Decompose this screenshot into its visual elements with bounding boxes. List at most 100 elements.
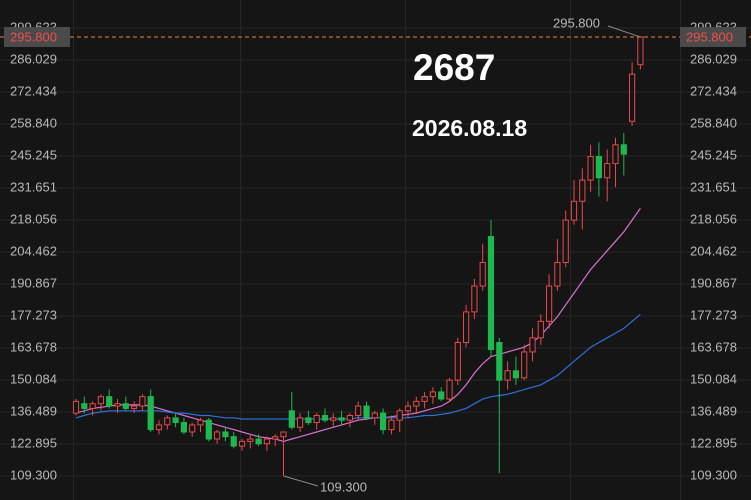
candle-body (380, 412, 387, 431)
candle-body (612, 144, 619, 165)
ma-line (75, 207, 641, 443)
candle-body (122, 403, 129, 409)
candle-body (131, 405, 138, 409)
current-price-label: 295.800 (10, 29, 57, 44)
y-tick-label-left: 204.462 (10, 243, 57, 258)
candle-body (562, 219, 569, 263)
candle-body (305, 417, 312, 424)
candle-body (355, 405, 362, 416)
y-tick-label-left: 122.895 (10, 435, 57, 450)
candle-body (595, 156, 602, 179)
y-tick-label-right: 218.056 (690, 211, 737, 226)
y-tick-label-right: 109.300 (690, 467, 737, 482)
candle-body (371, 412, 378, 419)
candle-body (521, 351, 528, 379)
candle-body (321, 414, 329, 421)
candle-body (512, 370, 519, 379)
y-tick-label-right: 286.029 (690, 51, 737, 66)
candles (72, 36, 644, 476)
y-tick-label-left: 109.300 (10, 467, 57, 482)
current-price-label: 295.800 (686, 29, 733, 44)
y-tick-label-right: 204.462 (690, 243, 737, 258)
candle-body (222, 431, 229, 438)
candle-body (255, 438, 262, 445)
candle-body (214, 431, 221, 440)
candle-body (313, 414, 320, 424)
y-tick-label-left: 286.029 (10, 51, 57, 66)
candle-body (280, 431, 287, 438)
candle-body (330, 417, 337, 421)
y-tick-label-left: 177.273 (10, 307, 57, 322)
candle-body (637, 36, 644, 66)
y-tick-label-left: 190.867 (10, 275, 57, 290)
candle-body (496, 342, 503, 381)
candle-body (72, 400, 80, 414)
candle-body (81, 403, 88, 409)
y-tick-label-left: 258.840 (10, 115, 57, 130)
y-tick-label-right: 150.084 (690, 371, 737, 386)
candle-body (479, 261, 486, 287)
vertical-grid (73, 0, 681, 500)
candle-body (454, 342, 461, 381)
candle-body (230, 436, 237, 447)
y-tick-label-left: 245.245 (10, 147, 57, 162)
candle-body (189, 424, 196, 433)
candle-body (438, 391, 445, 400)
candle-body (89, 403, 96, 409)
candle-body (363, 405, 370, 419)
candle-body (487, 236, 495, 351)
candle-body (288, 410, 295, 428)
y-tick-label-right: 258.840 (690, 115, 737, 130)
y-tick-label-right: 245.245 (690, 147, 737, 162)
max-label: 295.800 (553, 15, 600, 30)
candle-body (205, 419, 212, 440)
candle-body (338, 417, 345, 421)
candle-body (546, 285, 553, 322)
candle-body (529, 337, 536, 353)
candle-body (388, 419, 395, 431)
max-pointer (607, 25, 641, 38)
y-tick-label-left: 163.678 (10, 339, 57, 354)
candle-body (570, 200, 578, 221)
candle-body (463, 311, 470, 344)
candle-body (396, 410, 403, 421)
candle-body (197, 419, 204, 426)
candle-body (238, 440, 246, 447)
candle-body (446, 379, 453, 400)
candle-body (504, 370, 511, 381)
candle-body (114, 403, 121, 407)
y-tick-label-right: 272.434 (690, 83, 737, 98)
candle-body (272, 436, 279, 440)
y-tick-label-right: 136.489 (690, 403, 737, 418)
y-tick-label-left: 231.651 (10, 179, 57, 194)
candle-body (247, 438, 254, 442)
candle-body (180, 422, 188, 433)
y-tick-label-right: 190.867 (690, 275, 737, 290)
candle-body (620, 144, 627, 155)
grid: 109.300 109.300 122.895 122.895 136.489 136.4… (0, 19, 751, 482)
candle-body (97, 396, 105, 405)
current-price-box-right (680, 26, 746, 47)
candle-body (421, 396, 428, 402)
big-label: 2687 (413, 47, 495, 88)
candle-body (106, 396, 113, 407)
y-tick-label-left: 136.489 (10, 403, 57, 418)
candle-body (172, 417, 179, 424)
candle-body (554, 261, 561, 287)
candle-body (579, 179, 586, 202)
candle-body (164, 417, 171, 426)
y-tick-label-right: 122.895 (690, 435, 737, 450)
candle-body (587, 156, 594, 181)
y-tick-label-left: 272.434 (10, 83, 57, 98)
current-price-box-left (4, 26, 70, 47)
y-tick-label-right: 163.678 (690, 339, 737, 354)
y-tick-label-right: 231.651 (690, 179, 737, 194)
candle-body (346, 414, 353, 421)
candle-body (147, 396, 154, 431)
candle-body (263, 438, 270, 445)
candle-body (413, 400, 420, 407)
candle-body (139, 396, 146, 407)
candle-body (471, 285, 478, 313)
